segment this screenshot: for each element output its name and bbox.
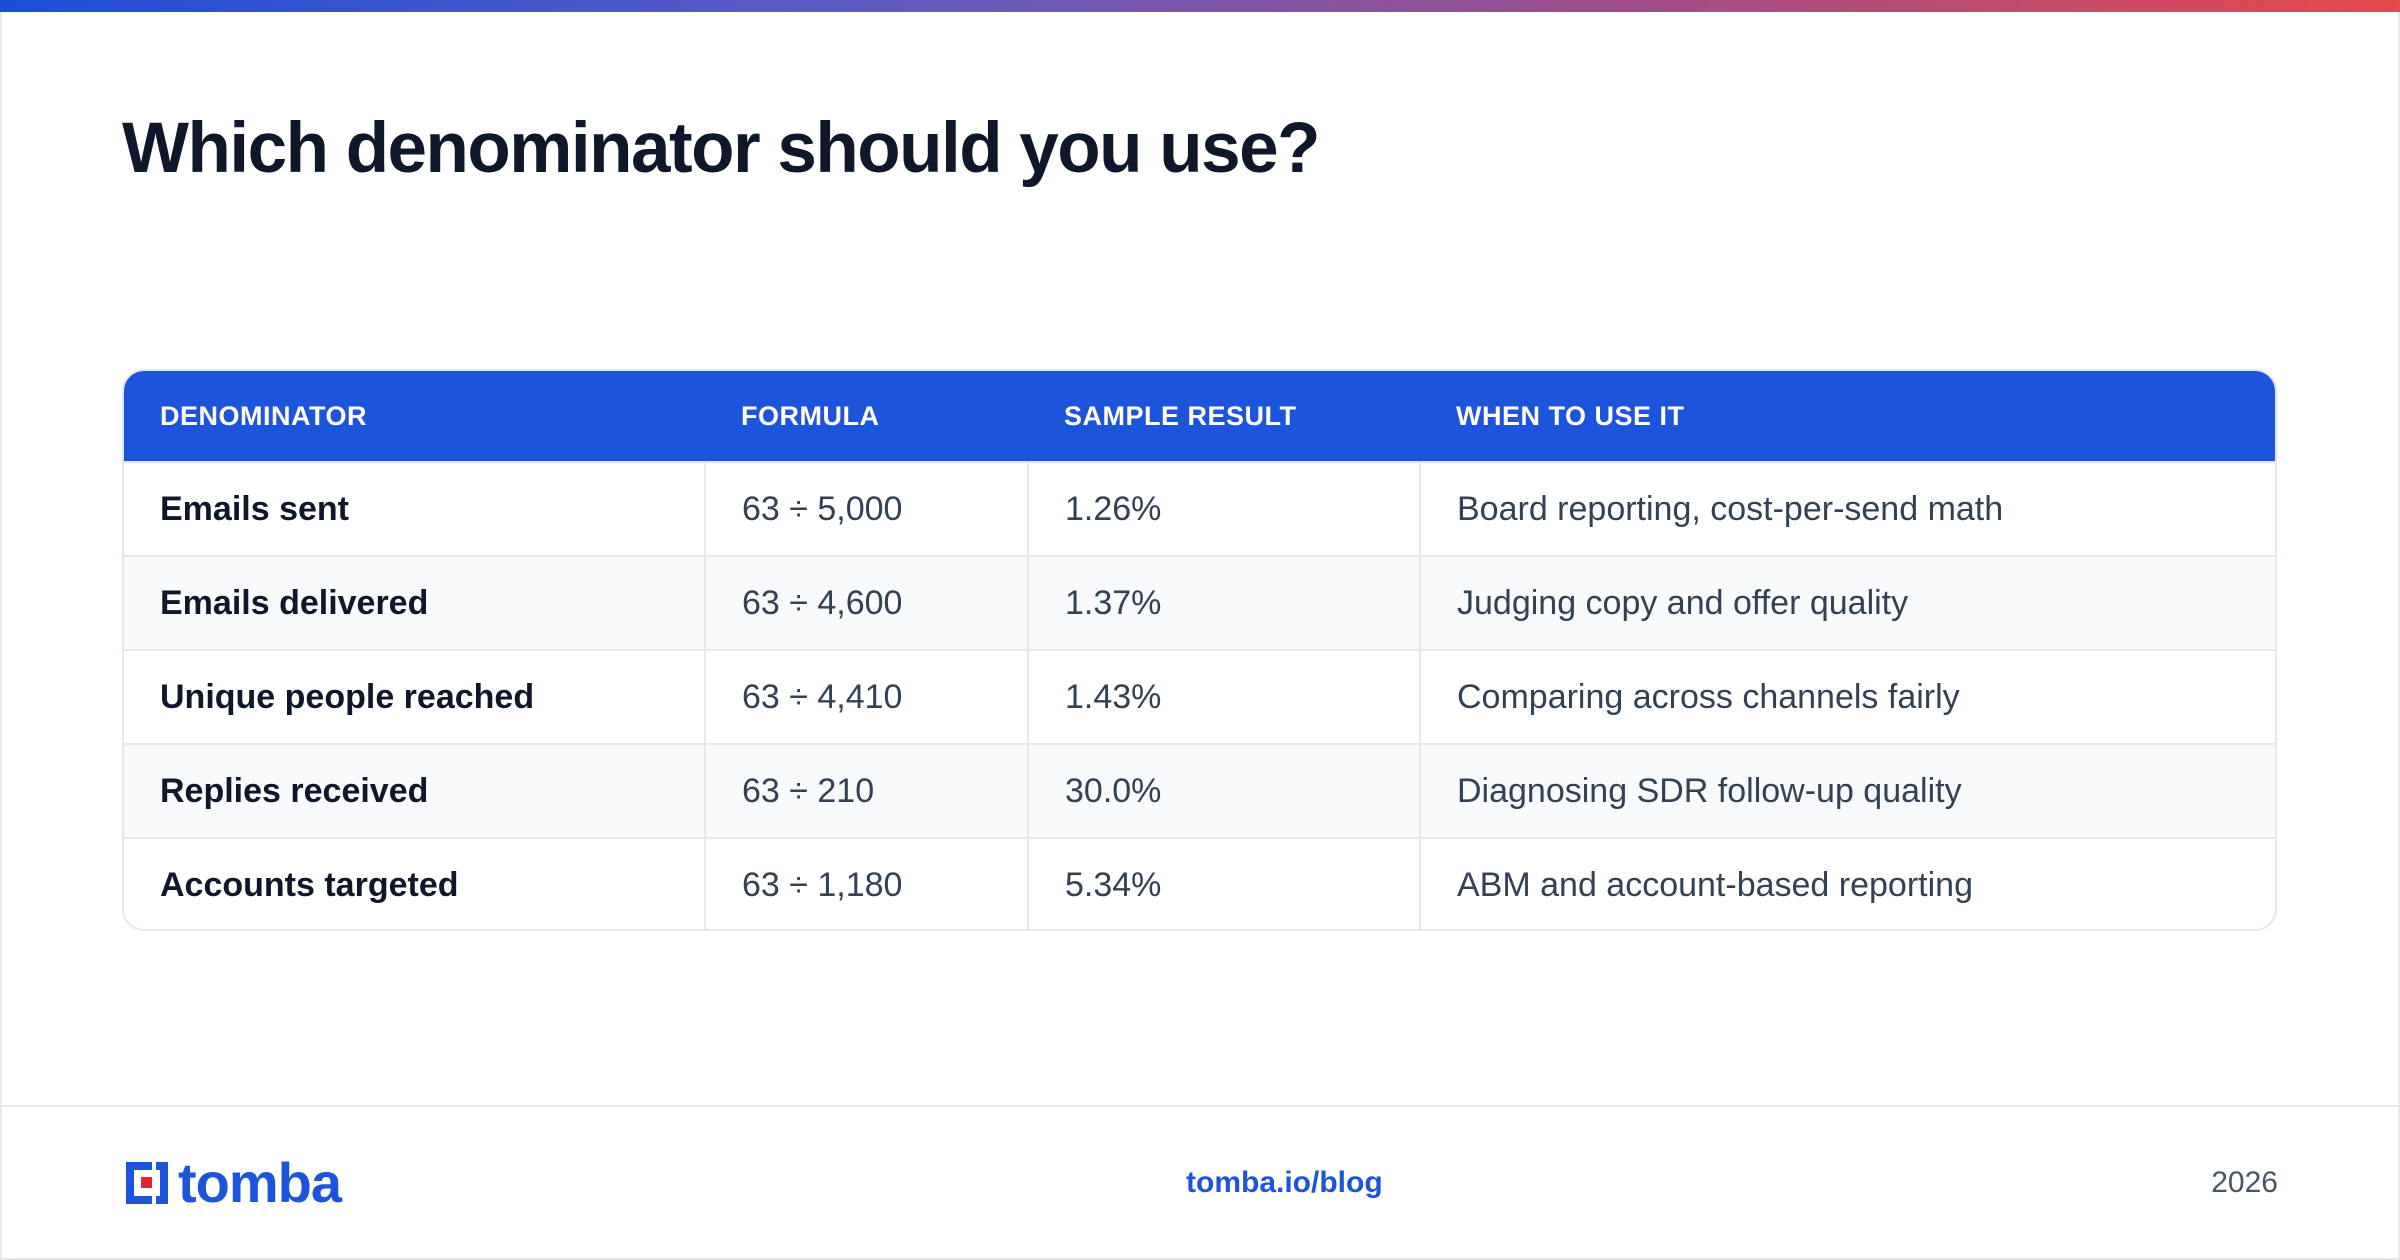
tomba-logo-icon <box>126 1162 168 1204</box>
tomba-logo[interactable]: tomba <box>122 1151 342 1214</box>
column-header-when-to-use: WHEN TO USE IT <box>1456 400 1685 431</box>
cell-when-to-use: Board reporting, cost-per-send math <box>1419 461 2275 556</box>
table-row: Emails delivered 63 ÷ 4,600 1.37% Judgin… <box>124 555 2275 650</box>
blog-link[interactable]: tomba.io/blog <box>1186 1166 1383 1199</box>
cell-sample-result: 5.34% <box>1027 837 1420 929</box>
cell-when-to-use: Judging copy and offer quality <box>1419 555 2275 650</box>
cell-formula: 63 ÷ 1,180 <box>704 837 1028 929</box>
column-header-denominator: DENOMINATOR <box>160 400 367 431</box>
table-row: Unique people reached 63 ÷ 4,410 1.43% C… <box>124 649 2275 744</box>
cell-sample-result: 1.26% <box>1027 461 1420 556</box>
footer-year: 2026 <box>2211 1166 2278 1199</box>
cell-sample-result: 30.0% <box>1027 743 1420 838</box>
cell-denominator: Unique people reached <box>124 649 705 744</box>
cell-when-to-use: Comparing across channels fairly <box>1419 649 2275 744</box>
denominator-table: DENOMINATOR FORMULA SAMPLE RESULT WHEN T… <box>122 369 2277 931</box>
cell-sample-result: 1.37% <box>1027 555 1420 650</box>
page-title: Which denominator should you use? <box>122 109 1320 188</box>
column-header-formula: FORMULA <box>741 400 880 431</box>
logo-wordmark: tomba <box>178 1151 342 1214</box>
cell-denominator: Emails delivered <box>124 555 705 650</box>
table-row: Replies received 63 ÷ 210 30.0% Diagnosi… <box>124 743 2275 838</box>
cell-when-to-use: Diagnosing SDR follow-up quality <box>1419 743 2275 838</box>
cell-formula: 63 ÷ 5,000 <box>704 461 1028 556</box>
cell-denominator: Accounts targeted <box>124 837 705 929</box>
cell-denominator: Replies received <box>124 743 705 838</box>
table-header-row: DENOMINATOR FORMULA SAMPLE RESULT WHEN T… <box>124 371 2275 462</box>
cell-formula: 63 ÷ 210 <box>704 743 1028 838</box>
cell-formula: 63 ÷ 4,410 <box>704 649 1028 744</box>
table-row: Accounts targeted 63 ÷ 1,180 5.34% ABM a… <box>124 837 2275 929</box>
table-row: Emails sent 63 ÷ 5,000 1.26% Board repor… <box>124 461 2275 556</box>
cell-formula: 63 ÷ 4,600 <box>704 555 1028 650</box>
cell-sample-result: 1.43% <box>1027 649 1420 744</box>
cell-when-to-use: ABM and account-based reporting <box>1419 837 2275 929</box>
cell-denominator: Emails sent <box>124 461 705 556</box>
footer-divider <box>0 1105 2400 1107</box>
column-header-sample-result: SAMPLE RESULT <box>1064 400 1297 431</box>
gradient-top-bar <box>0 0 2400 12</box>
